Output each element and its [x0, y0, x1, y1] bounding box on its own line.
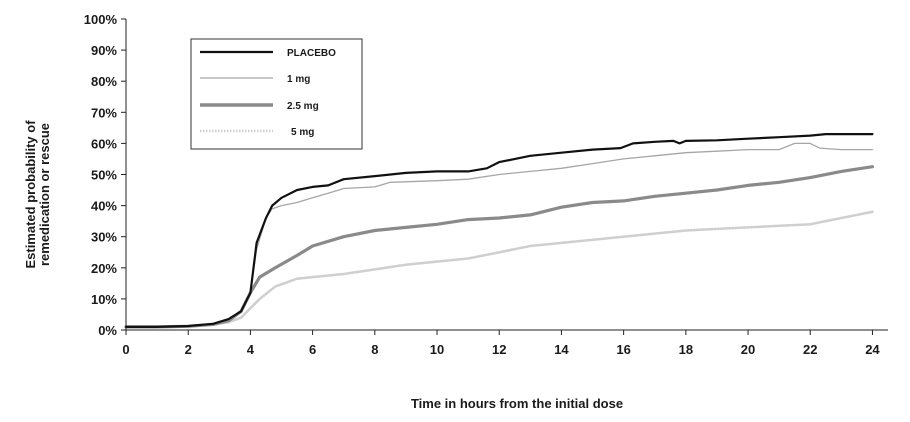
x-tick-label: 14	[554, 342, 569, 357]
y-tick-label: 0%	[98, 323, 117, 338]
y-axis-title-line: Estimated probability of	[23, 120, 38, 269]
x-tick-label: 8	[371, 342, 378, 357]
x-tick-label: 18	[679, 342, 693, 357]
y-axis-title: Estimated probability of remedication or …	[23, 120, 52, 269]
series-line-1-mg	[125, 142, 874, 328]
x-tick-label: 22	[803, 342, 817, 357]
y-tick-label: 100%	[84, 12, 118, 27]
y-tick-label: 30%	[91, 230, 117, 245]
series-line-placebo	[124, 133, 874, 328]
x-tick-label: 24	[865, 342, 880, 357]
series-layer	[124, 133, 874, 329]
series-line-5-mg	[124, 210, 874, 329]
x-tick-label: 4	[247, 342, 255, 357]
series-line-2-5-mg	[124, 165, 874, 329]
legend-label: PLACEBO	[287, 48, 336, 59]
y-tick-label: 90%	[91, 43, 117, 58]
y-tick-label: 40%	[91, 199, 117, 214]
y-axis-ticks: 0% 10% 20% 30% 40% 50% 60% 70% 80% 90% 100%	[84, 12, 126, 338]
legend-label: 2.5 mg	[287, 101, 319, 112]
x-tick-label: 20	[741, 342, 755, 357]
y-tick-label: 10%	[91, 292, 117, 307]
legend-box	[190, 38, 363, 150]
y-tick-label: 20%	[91, 261, 117, 276]
y-tick-label: 50%	[91, 168, 117, 183]
x-tick-label: 0	[122, 342, 129, 357]
x-axis-ticks: 0 2 4 6 8 10 12 14 16 18 20 22 24	[122, 330, 880, 357]
legend-label: 1 mg	[287, 74, 310, 85]
y-tick-label: 60%	[91, 136, 117, 151]
x-tick-label: 6	[309, 342, 316, 357]
y-tick-label: 70%	[91, 105, 117, 120]
legend: PLACEBO 1 mg 2.5 mg 5 mg	[190, 38, 363, 150]
x-tick-label: 2	[185, 342, 192, 357]
x-tick-label: 16	[616, 342, 630, 357]
y-tick-label: 80%	[91, 74, 117, 89]
x-tick-label: 10	[430, 342, 444, 357]
x-tick-label: 12	[492, 342, 506, 357]
legend-label: 5 mg	[291, 127, 314, 138]
x-axis-title: Time in hours from the initial dose	[411, 396, 623, 411]
y-axis-title-line: remedication or rescue	[37, 123, 52, 266]
